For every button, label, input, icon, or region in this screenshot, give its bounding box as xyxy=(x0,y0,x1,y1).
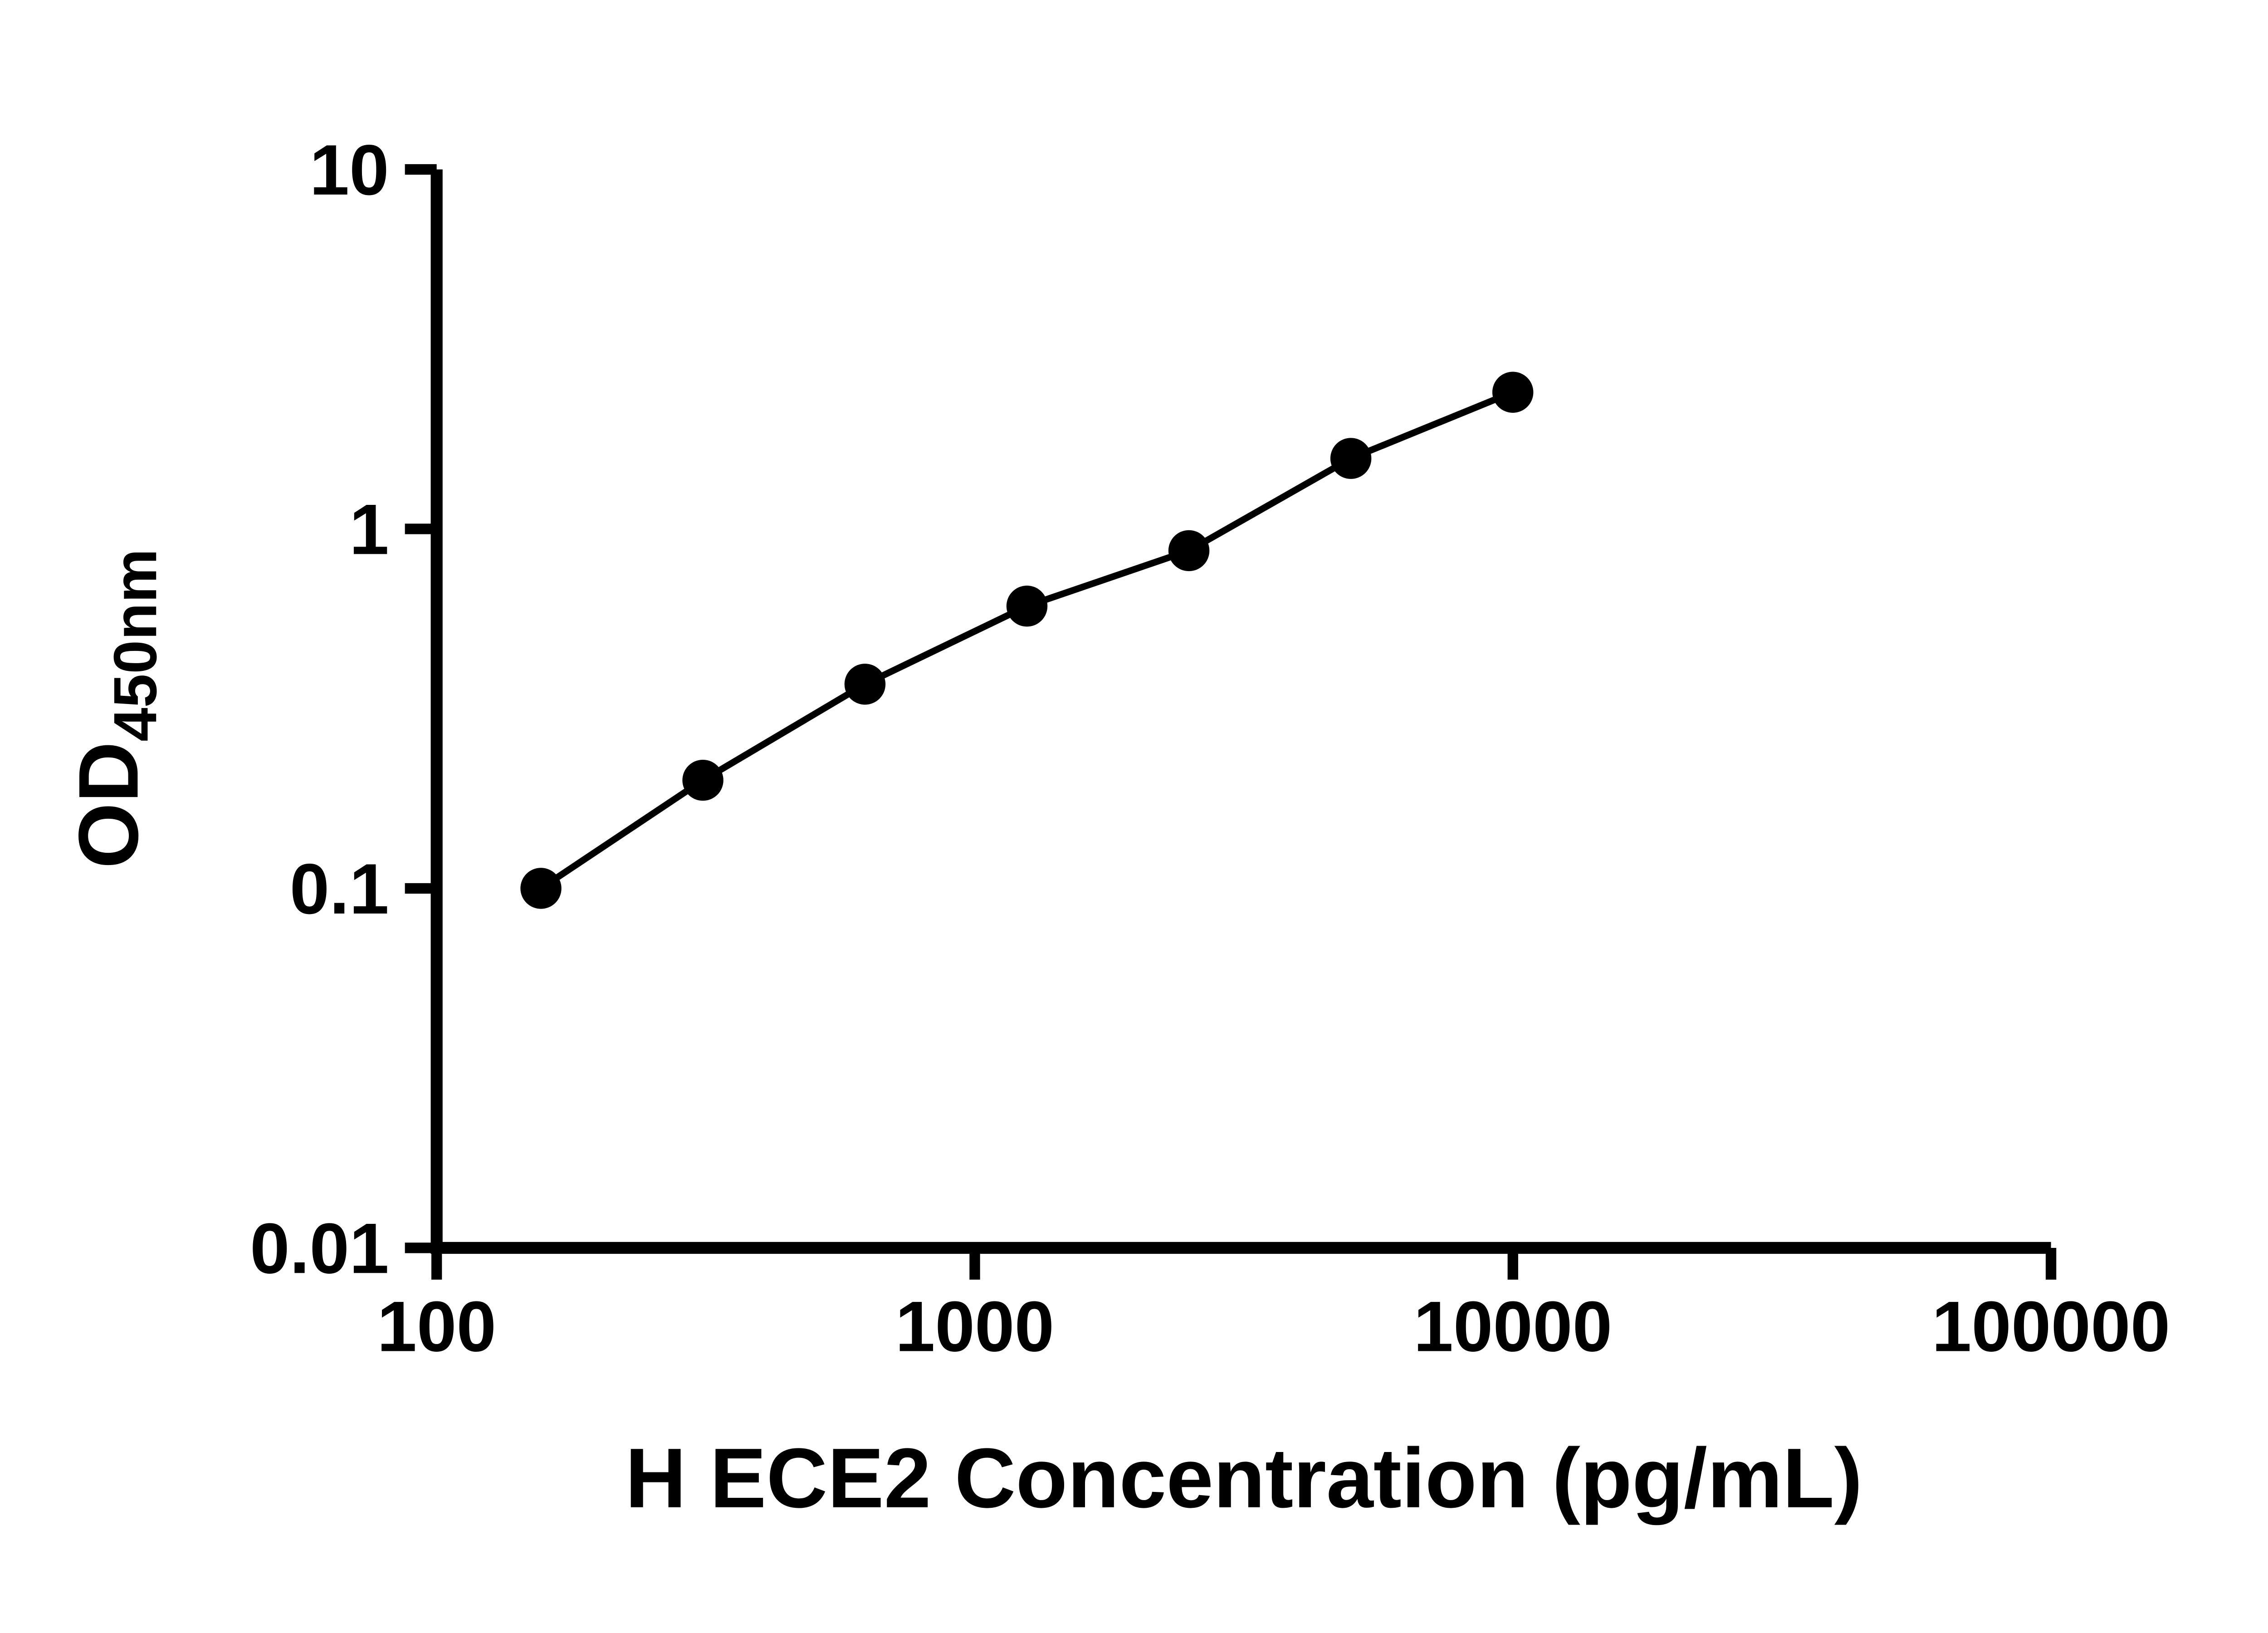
data-point xyxy=(1330,438,1372,479)
y-axis-title: OD450nm xyxy=(61,549,169,869)
y-tick-label: 10 xyxy=(309,130,389,210)
x-tick-label: 10000 xyxy=(1413,1287,1612,1367)
data-point xyxy=(1492,372,1534,413)
y-axis-title-main: OD xyxy=(61,742,156,869)
data-point xyxy=(1168,530,1210,572)
data-point xyxy=(520,868,562,909)
x-tick-label: 100 xyxy=(377,1287,496,1367)
x-tick-label: 100000 xyxy=(1932,1287,2170,1367)
y-tick-label: 1 xyxy=(349,489,389,569)
data-point xyxy=(1006,585,1048,627)
data-series xyxy=(520,372,1534,909)
data-point xyxy=(682,759,723,801)
y-axis-title-subscript: 450nm xyxy=(102,549,169,742)
data-point xyxy=(844,664,886,705)
tick-labels: 100 1000 10000 100000 10 1 0.1 0.01 xyxy=(250,130,2170,1367)
axes xyxy=(430,169,2051,1254)
axis-lines xyxy=(430,169,2051,1254)
y-tick-label: 0.1 xyxy=(290,849,389,929)
tick-marks xyxy=(405,164,2057,1280)
x-tick-label: 1000 xyxy=(895,1287,1054,1367)
y-tick-label: 0.01 xyxy=(250,1208,389,1288)
x-axis-title: H ECE2 Concentration (pg/mL) xyxy=(625,1431,1862,1525)
